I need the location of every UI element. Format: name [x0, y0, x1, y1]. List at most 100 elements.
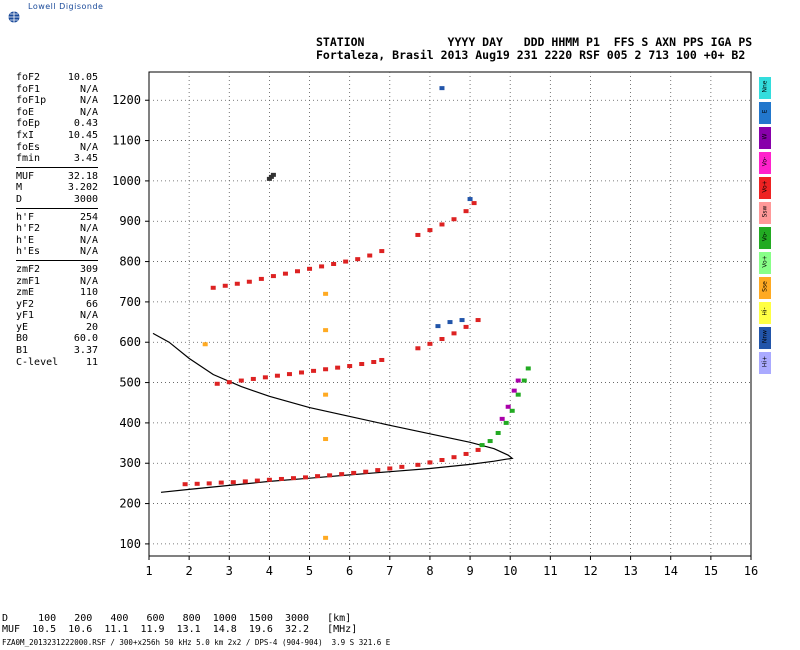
echo-point [266, 477, 272, 482]
param-row-he: h'E N/A [16, 235, 98, 247]
y-tick-label: 500 [119, 376, 141, 390]
legend-swatch: W [759, 127, 771, 149]
echo-point [479, 443, 485, 448]
echo-point [311, 368, 317, 373]
param-name: MUF [16, 170, 35, 182]
param-value: N/A [79, 106, 98, 118]
y-tick-label: 600 [119, 335, 141, 349]
legend-label: Nne [761, 80, 769, 93]
echo-point [246, 279, 252, 284]
echo-point [371, 359, 377, 364]
echo-point [387, 466, 393, 471]
echo-point [499, 416, 505, 421]
echo-point [511, 388, 517, 393]
echo-point [379, 249, 385, 254]
echo-point [286, 372, 292, 377]
param-name: foF2 [16, 72, 41, 83]
legend-label: Hi- [761, 307, 769, 316]
param-row-muf: MUF 32.18 [16, 171, 98, 183]
param-value: N/A [79, 83, 98, 95]
echo-point [299, 370, 305, 375]
footer-muf-row: MUF 10.5 10.6 11.1 11.9 13.1 14.8 19.6 3… [2, 624, 358, 635]
echo-point [415, 462, 421, 467]
x-tick-label: 11 [543, 564, 557, 578]
param-row-zme: zmE 110 [16, 287, 98, 299]
x-tick-label: 4 [266, 564, 273, 578]
header-line-2: Fortaleza, Brasil 2013 Aug19 231 2220 RS… [316, 48, 746, 62]
param-value: 3.37 [73, 345, 98, 357]
echo-point [515, 392, 521, 397]
param-name: fxI [16, 129, 35, 141]
param-value: 32.18 [67, 170, 98, 182]
param-name: h'F [16, 211, 35, 223]
globe-icon [8, 11, 20, 23]
header-line-1: STATION YYYY DAY DDD HHMM P1 FFS S AXN P… [316, 35, 753, 49]
y-tick-label: 900 [119, 214, 141, 228]
echo-point [439, 337, 445, 342]
y-tick-label: 300 [119, 456, 141, 470]
param-name: yF2 [16, 298, 35, 310]
echo-point [226, 380, 232, 385]
echo-point [427, 228, 433, 233]
param-value: N/A [79, 95, 98, 107]
scaled-parameters-panel: foF2 10.05 foF1 N/A foF1p N/A foE N/A foEp 0.43 fx… [16, 72, 98, 368]
legend-label: Vo+ [761, 255, 769, 268]
legend-swatch: Vo+ [759, 252, 771, 274]
param-name: foEs [16, 141, 41, 153]
param-name: h'Es [16, 246, 41, 258]
lowell-logo: Lowell Digisonde [6, 2, 156, 26]
echo-point [230, 480, 236, 485]
echo-point [451, 455, 457, 460]
electron-density-profile [152, 332, 514, 493]
echo-point [347, 364, 353, 369]
param-name: foF1 [16, 83, 41, 95]
param-row-fmin: fmin 3.45 [16, 153, 98, 165]
echo-point [222, 283, 228, 288]
x-tick-label: 13 [623, 564, 637, 578]
echo-point [343, 259, 349, 264]
echo-point [375, 468, 381, 473]
param-value: 60.0 [73, 333, 98, 345]
legend-label: Vo+ [761, 180, 769, 193]
echo-point [238, 378, 244, 383]
echo-point [335, 365, 341, 370]
echo-point [270, 172, 276, 177]
param-row-yf1: yF1 N/A [16, 310, 98, 322]
param-value: 10.05 [67, 72, 98, 83]
param-value: N/A [79, 275, 98, 287]
x-tick-label: 6 [346, 564, 353, 578]
echo-point [323, 367, 329, 372]
param-row-d: D 3000 [16, 194, 98, 206]
echo-point [290, 476, 296, 481]
param-row-hf2: h'F2 N/A [16, 223, 98, 235]
echo-point [415, 346, 421, 351]
param-value: 66 [85, 298, 98, 310]
param-value: N/A [79, 234, 98, 246]
echo-point [294, 269, 300, 274]
y-tick-label: 1000 [112, 174, 141, 188]
echo-point [379, 357, 385, 362]
echo-point [234, 281, 240, 286]
echo-point [367, 253, 373, 258]
param-value: N/A [79, 223, 98, 235]
param-row-zmf2: zmF2 309 [16, 264, 98, 276]
param-value: 0.43 [73, 118, 98, 130]
param-row-foe: foE N/A [16, 107, 98, 119]
echo-point [427, 341, 433, 346]
echo-point [250, 376, 256, 381]
echo-point [505, 404, 511, 409]
echo-point [525, 366, 531, 371]
param-row-yf2: yF2 66 [16, 299, 98, 311]
echo-point [254, 478, 260, 483]
x-tick-label: 15 [704, 564, 718, 578]
footer-distance-row: D 100 200 400 600 800 1000 1500 3000 [km… [2, 613, 352, 624]
param-name: foF1p [16, 95, 47, 107]
param-separator [16, 259, 98, 261]
echo-point [218, 480, 224, 485]
echo-point [323, 437, 329, 442]
param-name: M [16, 182, 23, 194]
param-row-fof1: foF1 N/A [16, 84, 98, 96]
echo-point [363, 469, 369, 474]
echo-point [206, 481, 212, 486]
echo-point [447, 320, 453, 325]
